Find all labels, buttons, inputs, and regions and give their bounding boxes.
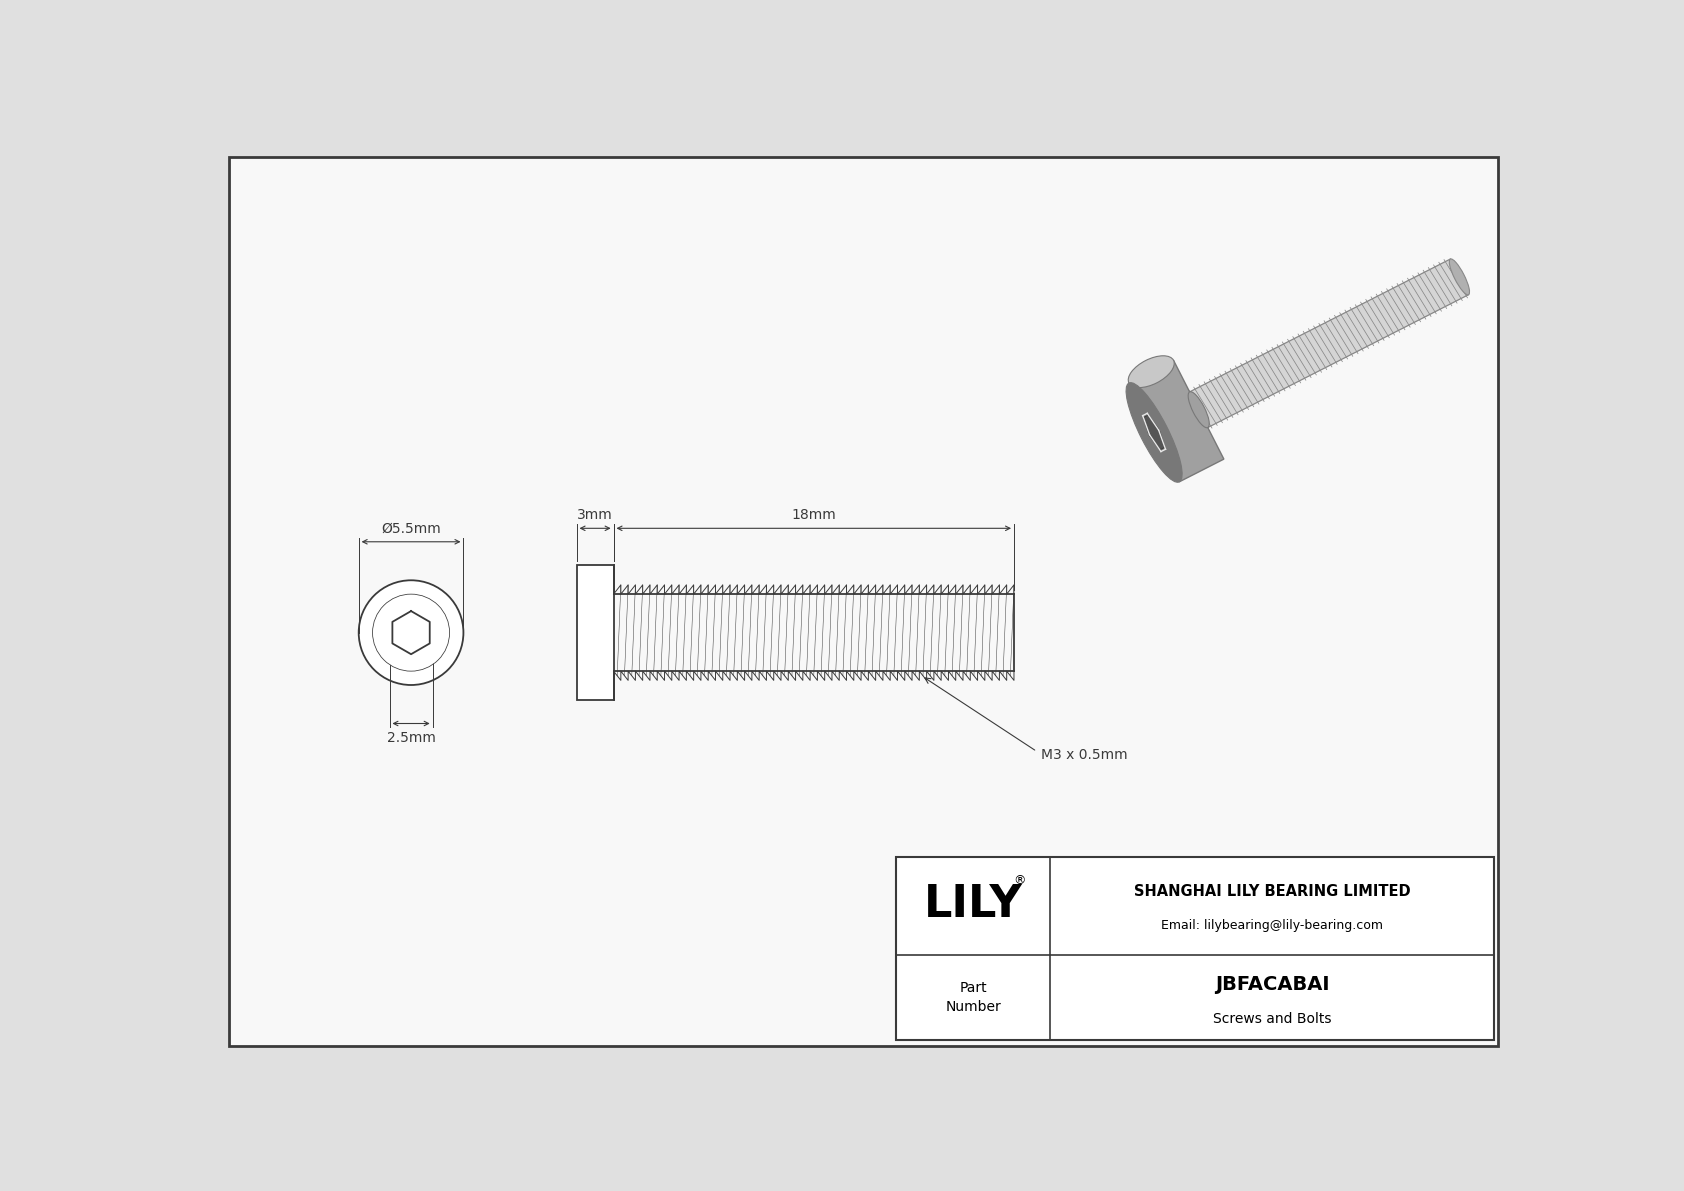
Text: Screws and Bolts: Screws and Bolts bbox=[1212, 1012, 1330, 1025]
Text: 3mm: 3mm bbox=[578, 509, 613, 522]
Ellipse shape bbox=[1128, 356, 1174, 387]
Text: LILY: LILY bbox=[925, 883, 1022, 925]
Ellipse shape bbox=[1127, 382, 1182, 482]
Polygon shape bbox=[1128, 361, 1224, 482]
Polygon shape bbox=[1143, 414, 1165, 450]
Text: ®: ® bbox=[1014, 874, 1026, 887]
Ellipse shape bbox=[1450, 258, 1470, 295]
Text: 18mm: 18mm bbox=[791, 509, 837, 522]
Bar bbox=[896, 856, 1494, 1040]
Text: 2.5mm: 2.5mm bbox=[387, 731, 436, 746]
Text: Part
Number: Part Number bbox=[945, 981, 1000, 1015]
Text: Ø5.5mm: Ø5.5mm bbox=[381, 522, 441, 536]
Circle shape bbox=[372, 594, 450, 672]
Text: SHANGHAI LILY BEARING LIMITED: SHANGHAI LILY BEARING LIMITED bbox=[1133, 884, 1410, 899]
Text: Email: lilybearing@lily-bearing.com: Email: lilybearing@lily-bearing.com bbox=[1160, 919, 1383, 933]
Polygon shape bbox=[1189, 258, 1468, 428]
Text: JBFACABAI: JBFACABAI bbox=[1214, 975, 1329, 994]
Text: M3 x 0.5mm: M3 x 0.5mm bbox=[1041, 748, 1128, 762]
Ellipse shape bbox=[1189, 392, 1209, 428]
Bar bbox=[576, 566, 613, 700]
Circle shape bbox=[359, 580, 463, 685]
